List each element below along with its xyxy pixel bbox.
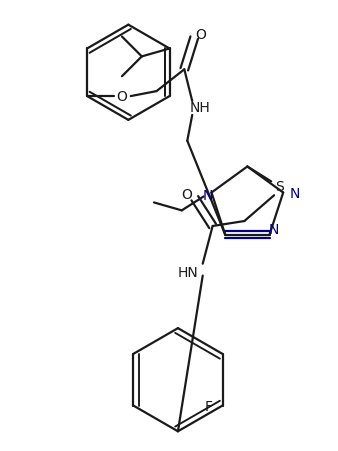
Text: O: O bbox=[196, 28, 207, 41]
Text: O: O bbox=[182, 188, 192, 202]
Text: N: N bbox=[290, 186, 300, 200]
Text: F: F bbox=[205, 399, 213, 413]
Text: NH: NH bbox=[190, 101, 211, 115]
Text: N: N bbox=[268, 222, 279, 236]
Text: HN: HN bbox=[177, 265, 198, 279]
Text: N: N bbox=[202, 188, 213, 202]
Text: O: O bbox=[116, 90, 127, 104]
Text: S: S bbox=[275, 180, 284, 194]
